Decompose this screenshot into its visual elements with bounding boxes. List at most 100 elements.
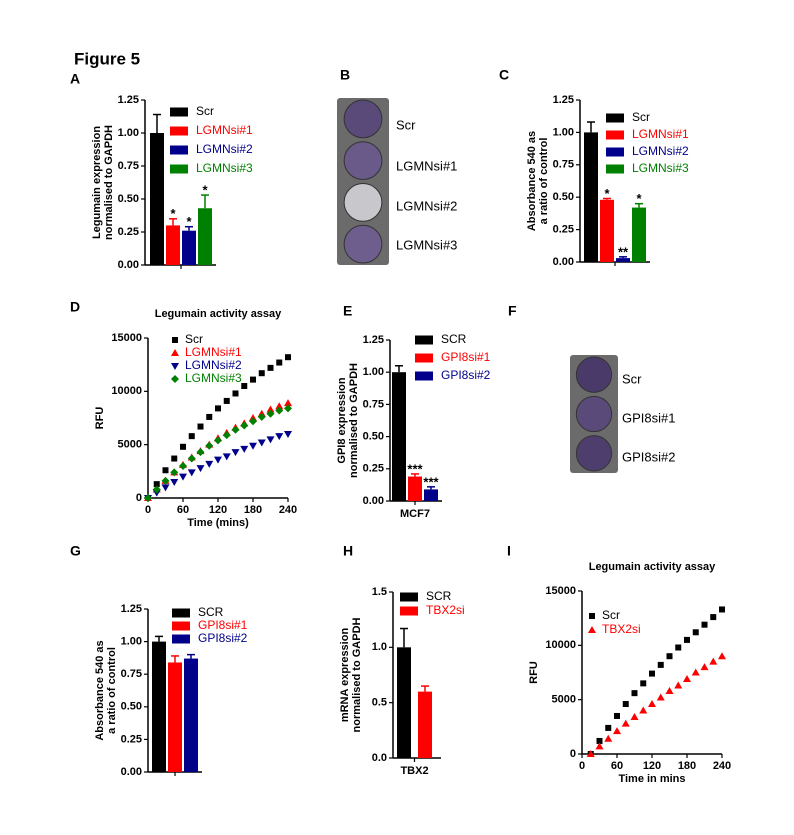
significance: * <box>186 214 192 229</box>
legend-label: Scr <box>632 110 650 124</box>
marker <box>161 476 170 485</box>
legend-label: LGMNsi#2 <box>185 358 242 372</box>
well <box>343 141 383 180</box>
bar <box>166 225 180 265</box>
legend-swatch <box>606 113 624 123</box>
legend-label: Scr <box>602 608 620 622</box>
marker <box>674 681 683 689</box>
legend-label: LGMNsi#2 <box>632 144 689 158</box>
bar <box>392 372 406 501</box>
marker <box>675 644 682 651</box>
legend-label: SCR <box>198 605 224 619</box>
legend-swatch <box>172 608 190 618</box>
marker <box>683 675 691 683</box>
x-tick-label: 0 <box>145 504 151 516</box>
x-tick-label: 0 <box>579 760 585 772</box>
y-tick-label: 1.5 <box>372 586 387 598</box>
marker <box>171 363 179 370</box>
bar <box>600 199 614 262</box>
legend-label: GPI8si#1 <box>198 618 248 632</box>
well <box>343 224 383 264</box>
marker <box>179 462 187 470</box>
figure-title: Figure 5 <box>74 49 140 68</box>
marker <box>275 402 284 410</box>
marker <box>205 441 214 450</box>
legend-label: LGMNsi#1 <box>196 123 253 137</box>
marker <box>196 465 205 473</box>
y-axis-label: RFU <box>528 661 540 684</box>
marker <box>648 700 656 708</box>
legend-label: GPI8si#2 <box>441 368 491 382</box>
y-tick-label: 0.25 <box>363 463 384 475</box>
marker <box>665 686 674 694</box>
well-label: LGMNsi#3 <box>396 237 457 252</box>
panel: C 0.00 0.25 0.50 0.75 1.00 1.25 Absorbance 540 … <box>499 67 689 268</box>
legend-swatch <box>606 164 624 174</box>
legend-swatch <box>415 371 433 381</box>
legend-label: LGMNsi#2 <box>196 142 253 156</box>
y-tick-label: 0.50 <box>553 191 574 203</box>
y-tick-label: 0.75 <box>118 160 139 172</box>
marker <box>710 614 717 621</box>
y-tick-label: 1.00 <box>121 636 142 648</box>
panel: A 0.00 0.25 0.50 0.75 1.00 1.25 Legumain expres… <box>70 71 253 271</box>
panel-label: F <box>508 303 517 319</box>
well-label: LGMNsi#2 <box>396 198 457 213</box>
marker <box>275 433 284 441</box>
legend-label: SCR <box>426 589 452 603</box>
y-tick-label: 0.00 <box>363 495 384 507</box>
panel-label: E <box>343 303 352 319</box>
marker <box>691 668 700 676</box>
x-tick-label: 240 <box>279 504 297 516</box>
y-tick-label: 10000 <box>545 639 576 651</box>
legend-label: TBX2si <box>426 603 465 617</box>
panel: G 0.00 0.25 0.50 0.75 1.00 1.25 Absorbance 540 … <box>70 543 248 778</box>
marker <box>172 337 178 343</box>
marker <box>605 724 612 731</box>
y-tick-label: 0.0 <box>372 752 387 764</box>
x-tick-label: 120 <box>209 504 227 516</box>
marker <box>162 467 169 474</box>
y-tick-label: 0.00 <box>553 256 574 268</box>
bar <box>584 132 598 262</box>
x-tick-label: 240 <box>713 760 731 772</box>
bar <box>184 658 198 772</box>
legend-swatch <box>172 634 190 644</box>
y-tick-label: 0.50 <box>363 431 384 443</box>
y-axis-label: mRNA expression <box>339 628 351 723</box>
marker <box>240 445 249 453</box>
marker <box>267 364 274 371</box>
marker <box>631 690 638 697</box>
marker <box>596 737 603 744</box>
marker <box>197 423 204 430</box>
y-tick-label: 1.25 <box>118 94 139 106</box>
significance: * <box>604 186 610 201</box>
y-tick-label: 0.50 <box>118 193 139 205</box>
significance: * <box>202 182 208 197</box>
legend-swatch <box>415 353 433 363</box>
legend-label: LGMNsi#3 <box>632 161 689 175</box>
significance: * <box>170 206 176 221</box>
y-tick-label: 0 <box>136 492 142 504</box>
panel-label: G <box>70 543 81 559</box>
y-tick-label: 0.00 <box>121 766 142 778</box>
y-tick-label: 0.00 <box>118 259 139 271</box>
marker <box>709 657 718 665</box>
significance: *** <box>423 474 439 489</box>
y-tick-label: 10000 <box>111 385 142 397</box>
x-axis-label: Time in mins <box>618 773 685 785</box>
marker <box>152 485 161 494</box>
marker <box>215 405 221 412</box>
well-label: GPI8si#1 <box>622 410 675 425</box>
marker <box>171 455 178 462</box>
marker <box>266 409 275 418</box>
x-tick-label: 180 <box>244 504 262 516</box>
panel: B Scr LGMNsi#1 LGMNsi#2 LGMNsi#3 <box>337 67 457 265</box>
marker <box>171 375 179 383</box>
panel-label: H <box>343 543 353 559</box>
x-tick-label: MCF7 <box>400 508 430 520</box>
y-axis-label: normalised to GAPDH <box>348 363 360 478</box>
legend-label: LGMNsi#1 <box>632 127 689 141</box>
legend-label: Scr <box>185 332 203 346</box>
legend-swatch <box>170 107 188 117</box>
